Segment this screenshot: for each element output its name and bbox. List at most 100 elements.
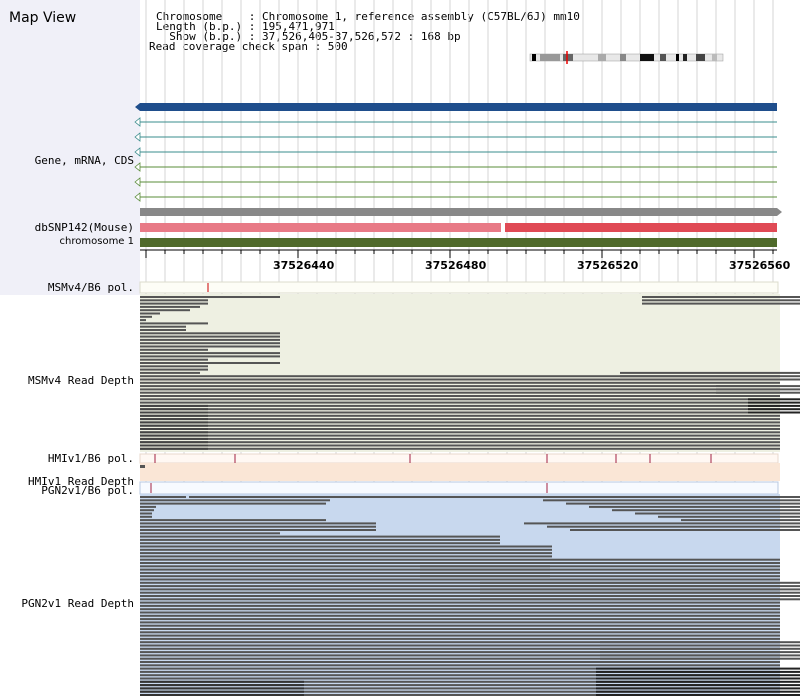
read-bar [140,296,280,298]
read-bar [642,302,800,305]
read-bar [642,299,800,302]
read-bar [140,338,280,341]
read-bar [140,588,780,591]
ideogram-band [683,54,687,61]
transcript-arrow [134,117,141,127]
chromosome-track [140,238,777,247]
read-bar [140,674,780,677]
gene-bar-arrow [135,103,140,111]
read-bar [140,395,780,397]
read-bar [140,342,280,345]
read-bar [140,411,208,414]
transcript-arrow [134,177,141,187]
read-bar [140,548,552,551]
ideogram-band [563,54,573,61]
read-bar [140,535,500,538]
read-bar [140,694,304,696]
read-bar [570,529,800,531]
read-bar [140,538,500,541]
read-bar [140,355,280,358]
read-bar [140,614,780,617]
read-bar [140,651,780,654]
gene-track-label: Gene, mRNA, CDS [34,154,134,167]
ideogram-band [712,54,717,61]
read-bar [140,515,152,518]
ruler-tick-label: 37526520 [577,259,639,272]
read-bar [140,431,208,434]
read-bar [140,444,208,447]
read-bar [140,428,208,430]
ruler-tick-label: 37526480 [425,259,487,272]
snp-bar-segment [505,223,777,232]
ruler-tick-label: 37526560 [729,259,791,272]
read-bar [140,421,780,424]
transcript-arrow [134,132,141,142]
read-bar [140,680,780,683]
ideogram-band [640,54,654,61]
read-bar [140,664,780,667]
read-bar [140,687,304,690]
read-bar [658,515,800,518]
read-bar [642,296,800,298]
msm-pol-label: MSMv4/B6 pol. [47,281,134,294]
read-bar [140,647,780,650]
read-bar [748,401,800,404]
read-bar [140,428,780,430]
read-bar [600,657,800,660]
read-bar [140,335,280,338]
read-bar [140,385,780,388]
read-bar [140,362,280,364]
hmi-pol-label: HMIv1/B6 pol. [47,452,134,465]
cds-bar [140,208,777,216]
snp-bar-segment [140,223,501,232]
read-bar [140,365,208,368]
read-bar [140,694,780,696]
read-bar [596,687,800,690]
read-bar [140,641,780,644]
read-bar [140,332,280,335]
chromosome-bar [140,238,777,247]
read-bar [716,388,800,391]
read-bar [140,368,208,371]
gene-bar [140,103,777,111]
pgn-depth-label: PGN2v1 Read Depth [21,597,134,610]
transcript-arrow [134,147,141,157]
ideogram-body [529,53,724,62]
read-bar [140,634,780,637]
read-bar [140,525,376,528]
ideogram-band [696,54,705,61]
read-bar [547,525,800,528]
read-bar [140,595,780,597]
read-bar [596,684,800,687]
dbsnp-track [140,223,777,232]
read-bar [140,601,780,604]
read-bar [140,644,780,647]
read-bar [140,381,780,384]
read-bar [140,431,780,434]
read-bar [140,552,552,555]
read-bar [480,598,800,601]
read-bar [140,315,152,318]
read-bar [596,670,800,673]
ideogram-band [676,54,679,61]
read-bar [420,575,550,578]
read-bar [140,437,208,440]
read-bar [140,465,145,468]
read-bar [596,667,800,670]
read-bar [140,591,780,594]
read-bar [748,404,800,407]
map-view-title: Map View [9,10,77,26]
read-bar [596,680,800,683]
pgn-read-depth-track [139,481,800,696]
read-bar [140,522,376,525]
read-bar [140,299,208,302]
chrom-track-label: chromosome 1 [59,236,134,247]
read-bar [140,690,304,693]
read-bar [140,408,780,411]
read-bar [480,581,800,584]
read-bar [140,680,304,683]
read-bar [140,512,152,515]
msm-read-depth-track [139,281,800,452]
read-bar [140,414,780,417]
